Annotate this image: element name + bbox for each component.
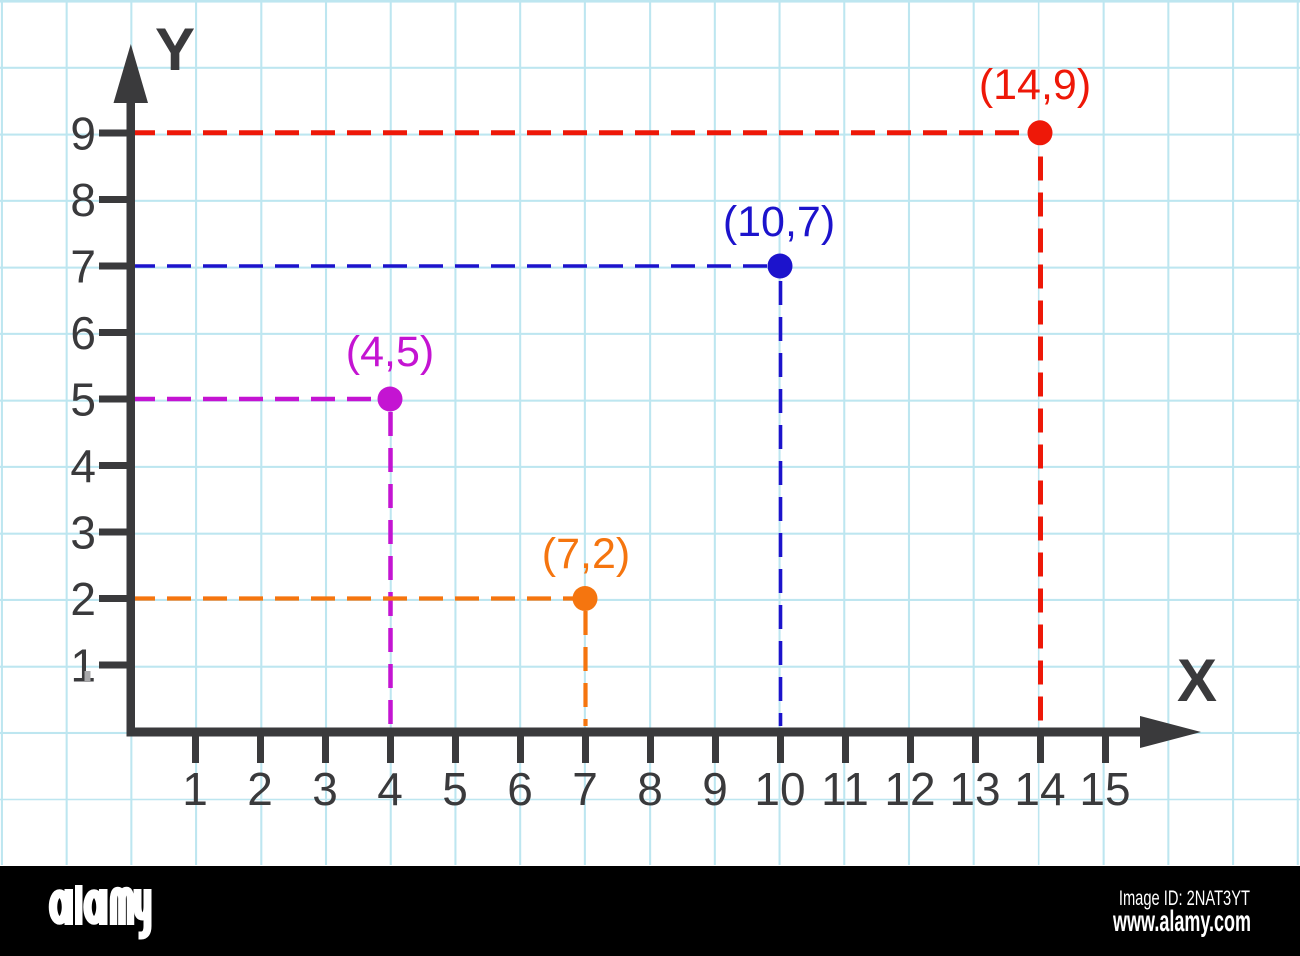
svg-text:9: 9 bbox=[702, 763, 728, 815]
svg-text:3: 3 bbox=[70, 507, 96, 559]
svg-text:(7,2): (7,2) bbox=[542, 530, 630, 578]
svg-text:X: X bbox=[1177, 647, 1217, 714]
svg-text:14: 14 bbox=[1014, 763, 1065, 815]
svg-text:www.alamy.com: www.alamy.com bbox=[1112, 906, 1251, 939]
svg-text:11: 11 bbox=[821, 763, 869, 815]
svg-text:Image ID: 2NAT3YT: Image ID: 2NAT3YT bbox=[1119, 886, 1250, 909]
svg-text:6: 6 bbox=[507, 763, 533, 815]
svg-text:4: 4 bbox=[70, 440, 96, 492]
svg-text:6: 6 bbox=[70, 307, 96, 359]
svg-text:(14,9): (14,9) bbox=[979, 61, 1091, 109]
svg-text:3: 3 bbox=[312, 763, 338, 815]
svg-text:Y: Y bbox=[155, 16, 195, 83]
svg-text:1: 1 bbox=[182, 763, 208, 815]
svg-text:2: 2 bbox=[247, 763, 273, 815]
svg-text:7: 7 bbox=[70, 241, 96, 293]
svg-text:(4,5): (4,5) bbox=[346, 328, 434, 376]
svg-text:10: 10 bbox=[754, 763, 805, 815]
svg-text:(10,7): (10,7) bbox=[723, 198, 835, 246]
svg-text:1: 1 bbox=[70, 640, 96, 692]
svg-text:2: 2 bbox=[70, 573, 96, 625]
svg-text:7: 7 bbox=[572, 763, 598, 815]
svg-text:9: 9 bbox=[70, 108, 96, 160]
svg-text:5: 5 bbox=[442, 763, 468, 815]
svg-text:8: 8 bbox=[70, 174, 96, 226]
svg-text:13: 13 bbox=[949, 763, 1000, 815]
svg-text:15: 15 bbox=[1079, 763, 1130, 815]
svg-text:5: 5 bbox=[70, 374, 96, 426]
svg-text:12: 12 bbox=[884, 763, 935, 815]
svg-text:4: 4 bbox=[377, 763, 403, 815]
svg-text:8: 8 bbox=[637, 763, 663, 815]
